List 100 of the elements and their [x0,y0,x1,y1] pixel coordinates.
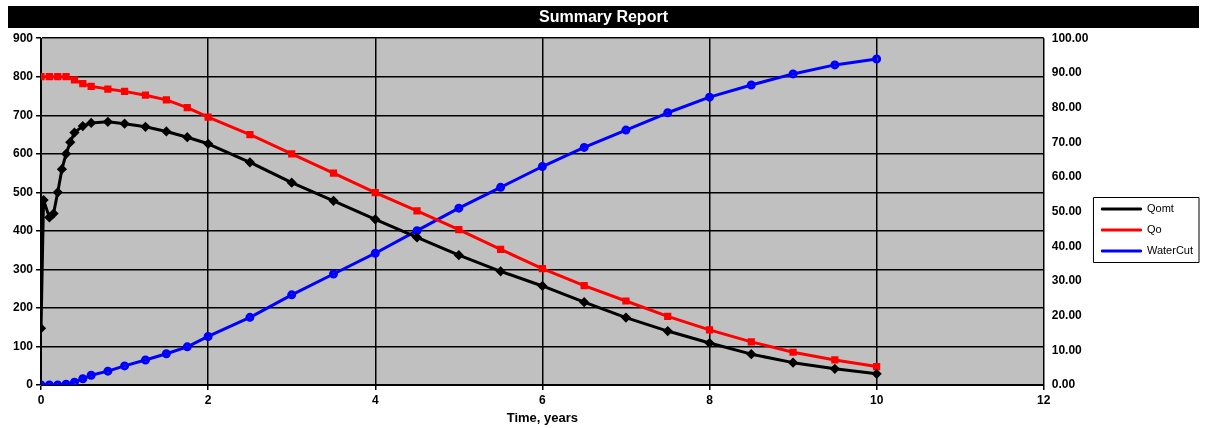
y2-tick-label: 90.00 [1051,65,1083,80]
point [78,121,88,131]
point [87,82,95,90]
x-tick-label: 10 [869,392,884,407]
point [103,366,113,376]
point [69,128,79,138]
point [580,281,588,290]
point [663,326,673,336]
y-tick-label: 500 [12,184,34,199]
point [86,370,96,380]
chart-title: Summary Report [8,6,1199,28]
point [454,250,464,260]
y-tick-label: 100 [12,338,34,353]
point [103,117,113,127]
y2-tick-label: 100.00 [1051,30,1089,45]
x-tick-label: 0 [37,392,45,407]
point [141,91,150,99]
y-tick-label: 900 [12,30,34,45]
point [370,248,380,258]
y2-tick-label: 40.00 [1051,238,1083,253]
point [830,364,840,374]
point [663,108,673,118]
point [246,130,254,139]
point [140,122,150,132]
point [69,377,79,385]
y-tick-label: 0 [26,377,34,392]
legend-label: WaterCut [1146,244,1193,257]
point [371,189,379,197]
point [245,157,255,167]
point [705,338,715,348]
point [49,209,59,219]
y-tick-label: 300 [12,261,34,276]
point [65,137,75,147]
point [287,290,297,300]
point [120,119,130,129]
point [104,85,112,93]
point [579,297,589,307]
x-axis-title: Time, years [506,409,579,425]
point [705,92,715,102]
point [454,203,464,213]
point [455,226,463,234]
point [288,150,296,158]
y-tick-label: 800 [12,69,34,84]
point [747,338,755,346]
point [537,281,547,291]
y-tick-label: 200 [12,300,34,315]
point [54,73,62,81]
point [182,132,192,142]
x-tick-label: 6 [539,392,547,407]
point [664,312,672,321]
point [86,118,96,128]
y-tick-label: 700 [12,107,34,122]
point [621,313,631,323]
point [62,73,70,81]
point [329,169,338,177]
x-tick-label: 2 [204,392,212,407]
point [622,297,630,305]
point [873,362,881,371]
y2-tick-label: 50.00 [1051,203,1083,218]
point [412,226,422,236]
point [53,187,63,197]
point [537,162,547,172]
point [203,139,213,149]
point [496,182,506,192]
point [204,113,212,121]
point [413,207,421,215]
point [830,60,840,70]
point [140,355,150,365]
point [78,374,88,384]
point [579,142,589,152]
point [538,265,547,273]
legend-label: Qomt [1146,202,1174,215]
point [705,326,714,334]
point [245,312,255,322]
point [44,212,54,222]
point [120,361,130,371]
point [789,348,797,356]
y2-tick-label: 30.00 [1051,273,1083,288]
point [496,266,506,276]
x-tick-label: 4 [371,392,379,407]
point [746,349,756,359]
point [161,349,171,359]
point [45,73,53,81]
point [621,125,631,135]
y2-tick-label: 20.00 [1051,307,1083,322]
point [183,103,191,112]
point [328,196,338,206]
x-tick-label: 12 [1037,392,1051,407]
legend-label: Qo [1146,223,1162,236]
point [496,245,505,253]
point [831,356,839,364]
point [161,126,171,136]
point [370,214,380,224]
y2-tick-label: 80.00 [1051,99,1083,114]
y-tick-label: 400 [12,223,34,238]
point [412,232,422,242]
point [61,149,71,159]
y2-tick-label: 0.00 [1051,377,1076,392]
y2-tick-label: 10.00 [1051,342,1083,357]
point [79,80,87,88]
